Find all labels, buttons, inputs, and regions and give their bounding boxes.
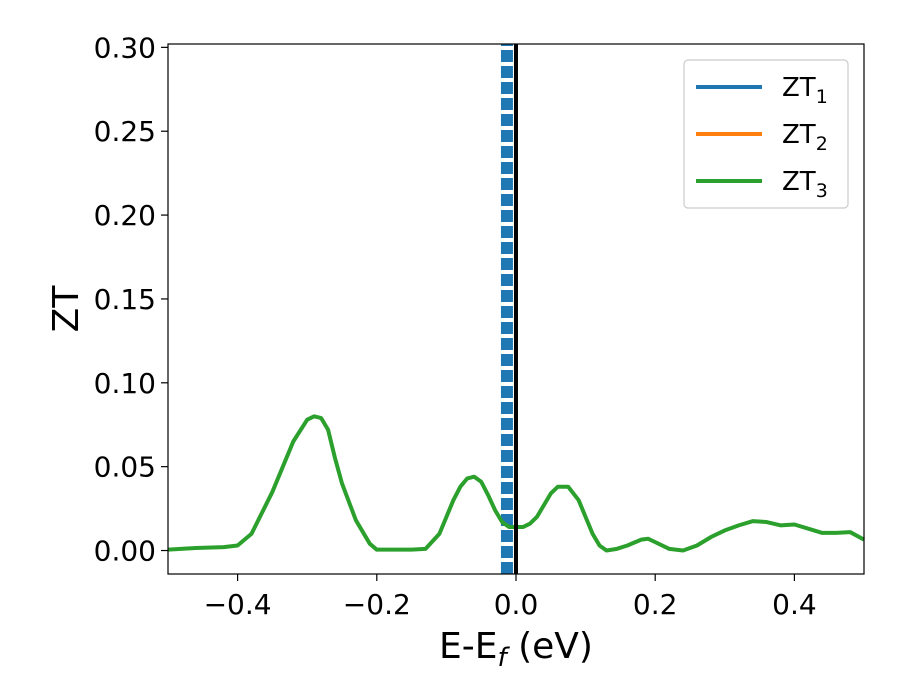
y-tick-label: 0.30 bbox=[94, 31, 156, 64]
y-axis: 0.00 0.05 0.10 0.15 0.20 0.25 0.30 bbox=[94, 31, 168, 568]
y-tick-label: 0.20 bbox=[94, 199, 156, 232]
y-tick-label: 0.15 bbox=[94, 283, 156, 316]
y-tick-label: 0.00 bbox=[94, 535, 156, 568]
plot-lines bbox=[167, 44, 865, 574]
legend: ZT1 ZT2 ZT3 bbox=[683, 59, 849, 209]
y-tick-label: 0.10 bbox=[94, 367, 156, 400]
x-tick-label: 0.0 bbox=[494, 588, 539, 621]
x-tick-label: −0.2 bbox=[343, 588, 411, 621]
x-axis-title: E-Ef (eV) bbox=[439, 626, 593, 673]
legend-label-1: ZT1 bbox=[782, 73, 828, 108]
x-tick-label: −0.4 bbox=[204, 588, 272, 621]
x-axis: −0.4 −0.2 0.0 0.2 0.4 bbox=[204, 574, 817, 621]
y-axis-title: ZT bbox=[46, 285, 87, 333]
x-tick-label: 0.2 bbox=[633, 588, 678, 621]
y-tick-label: 0.25 bbox=[94, 115, 156, 148]
legend-label-2: ZT2 bbox=[782, 120, 828, 155]
legend-label-3: ZT3 bbox=[782, 167, 828, 202]
legend-box bbox=[683, 59, 849, 209]
y-tick-label: 0.05 bbox=[94, 451, 156, 484]
x-tick-label: 0.4 bbox=[772, 588, 817, 621]
series-line-3 bbox=[167, 414, 865, 553]
